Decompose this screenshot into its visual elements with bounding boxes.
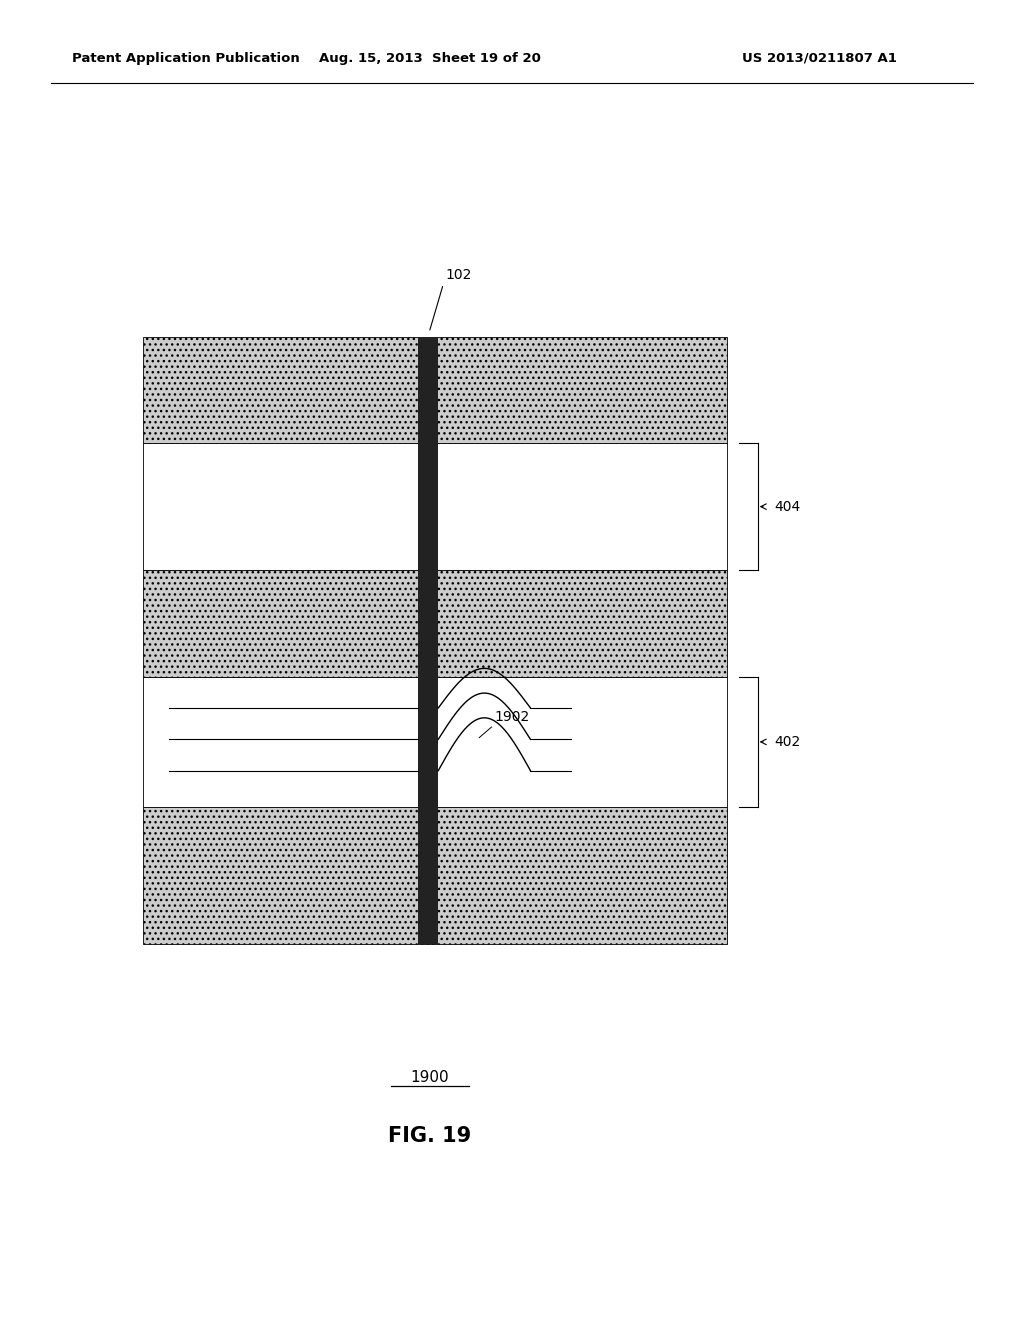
Bar xyxy=(143,444,727,570)
Bar xyxy=(418,337,438,944)
Bar xyxy=(143,337,727,444)
Bar xyxy=(143,570,727,677)
Text: Patent Application Publication: Patent Application Publication xyxy=(72,51,299,65)
Text: 1900: 1900 xyxy=(411,1071,450,1085)
Text: 402: 402 xyxy=(774,735,801,748)
Bar xyxy=(143,808,727,944)
Text: Aug. 15, 2013  Sheet 19 of 20: Aug. 15, 2013 Sheet 19 of 20 xyxy=(319,51,541,65)
Bar xyxy=(143,677,727,808)
Text: 1902: 1902 xyxy=(495,710,529,725)
Text: FIG. 19: FIG. 19 xyxy=(388,1126,472,1146)
Text: 404: 404 xyxy=(774,499,801,513)
Text: 102: 102 xyxy=(445,268,472,282)
Text: US 2013/0211807 A1: US 2013/0211807 A1 xyxy=(741,51,897,65)
